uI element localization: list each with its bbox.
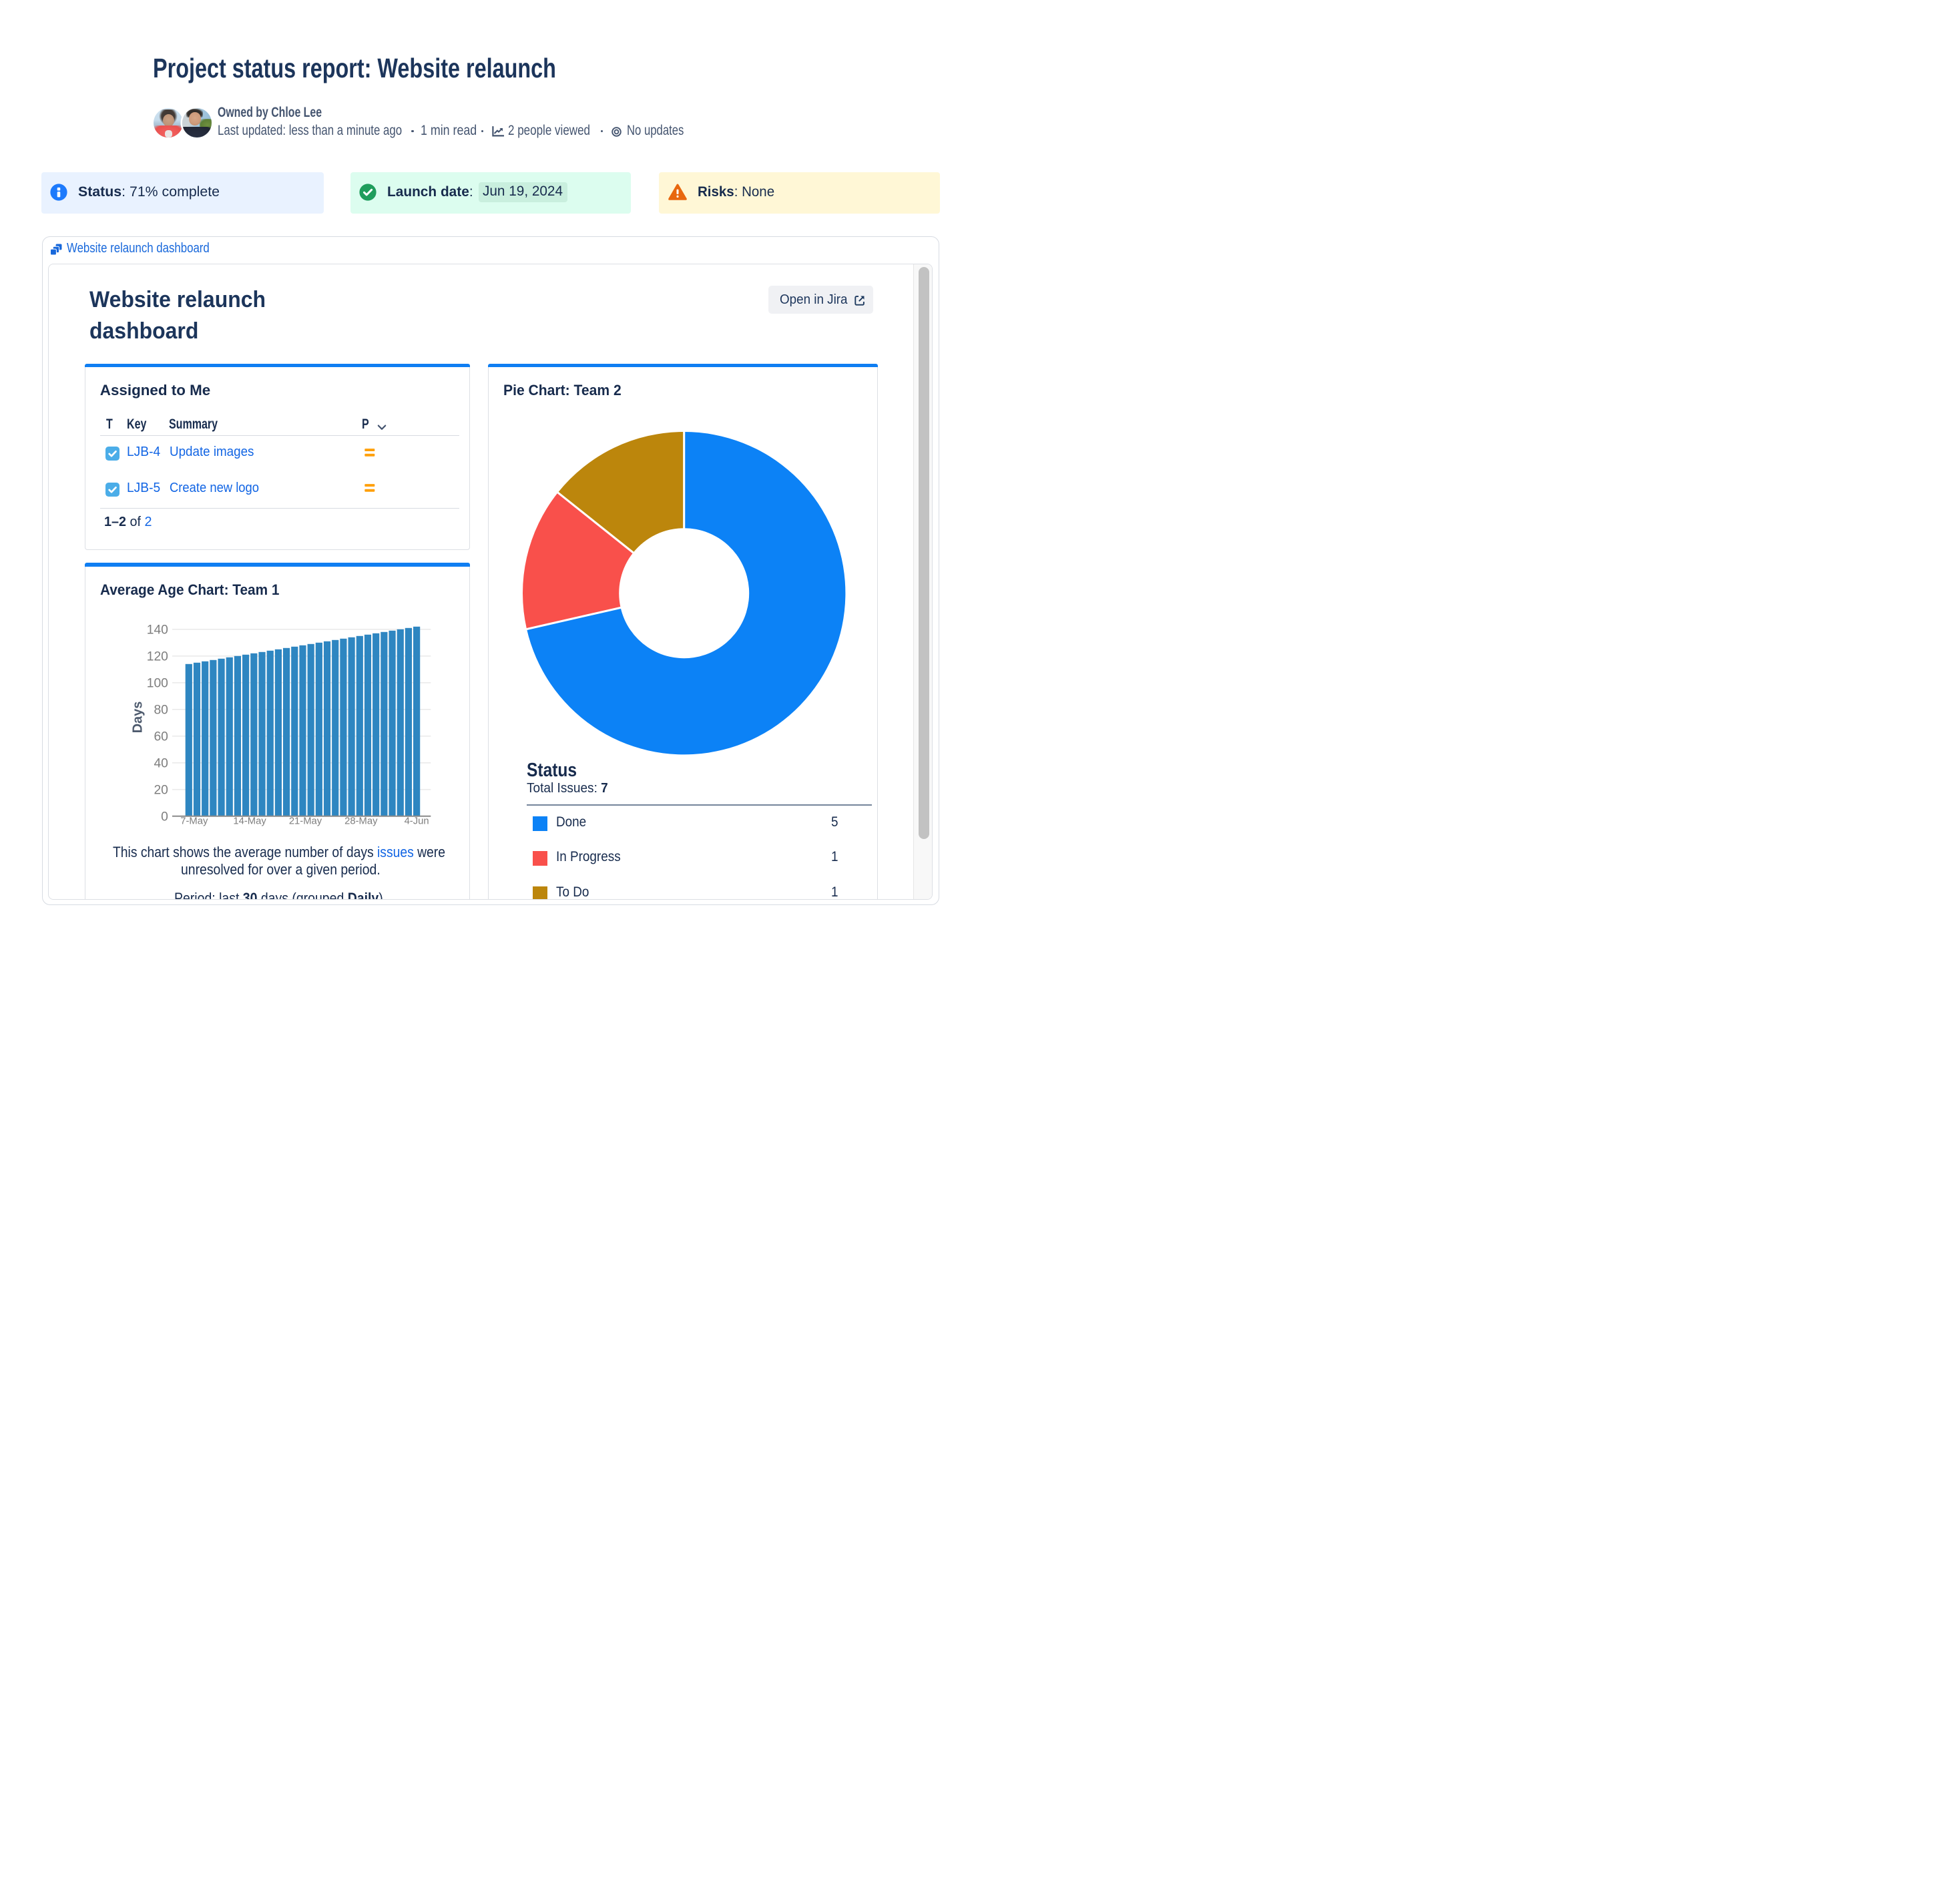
svg-text:Days: Days <box>131 701 146 733</box>
svg-text:0: 0 <box>162 810 169 824</box>
svg-text:120: 120 <box>147 649 168 663</box>
svg-text:100: 100 <box>147 676 168 690</box>
svg-text:60: 60 <box>154 730 168 744</box>
svg-text:80: 80 <box>154 703 168 717</box>
svg-text:14-May: 14-May <box>234 816 267 826</box>
svg-text:140: 140 <box>147 623 168 637</box>
svg-text:40: 40 <box>154 756 168 770</box>
svg-text:4-Jun: 4-Jun <box>405 816 429 826</box>
svg-text:20: 20 <box>154 783 168 797</box>
svg-text:7-May: 7-May <box>181 816 209 826</box>
svg-text:21-May: 21-May <box>289 816 322 826</box>
svg-text:28-May: 28-May <box>345 816 379 826</box>
